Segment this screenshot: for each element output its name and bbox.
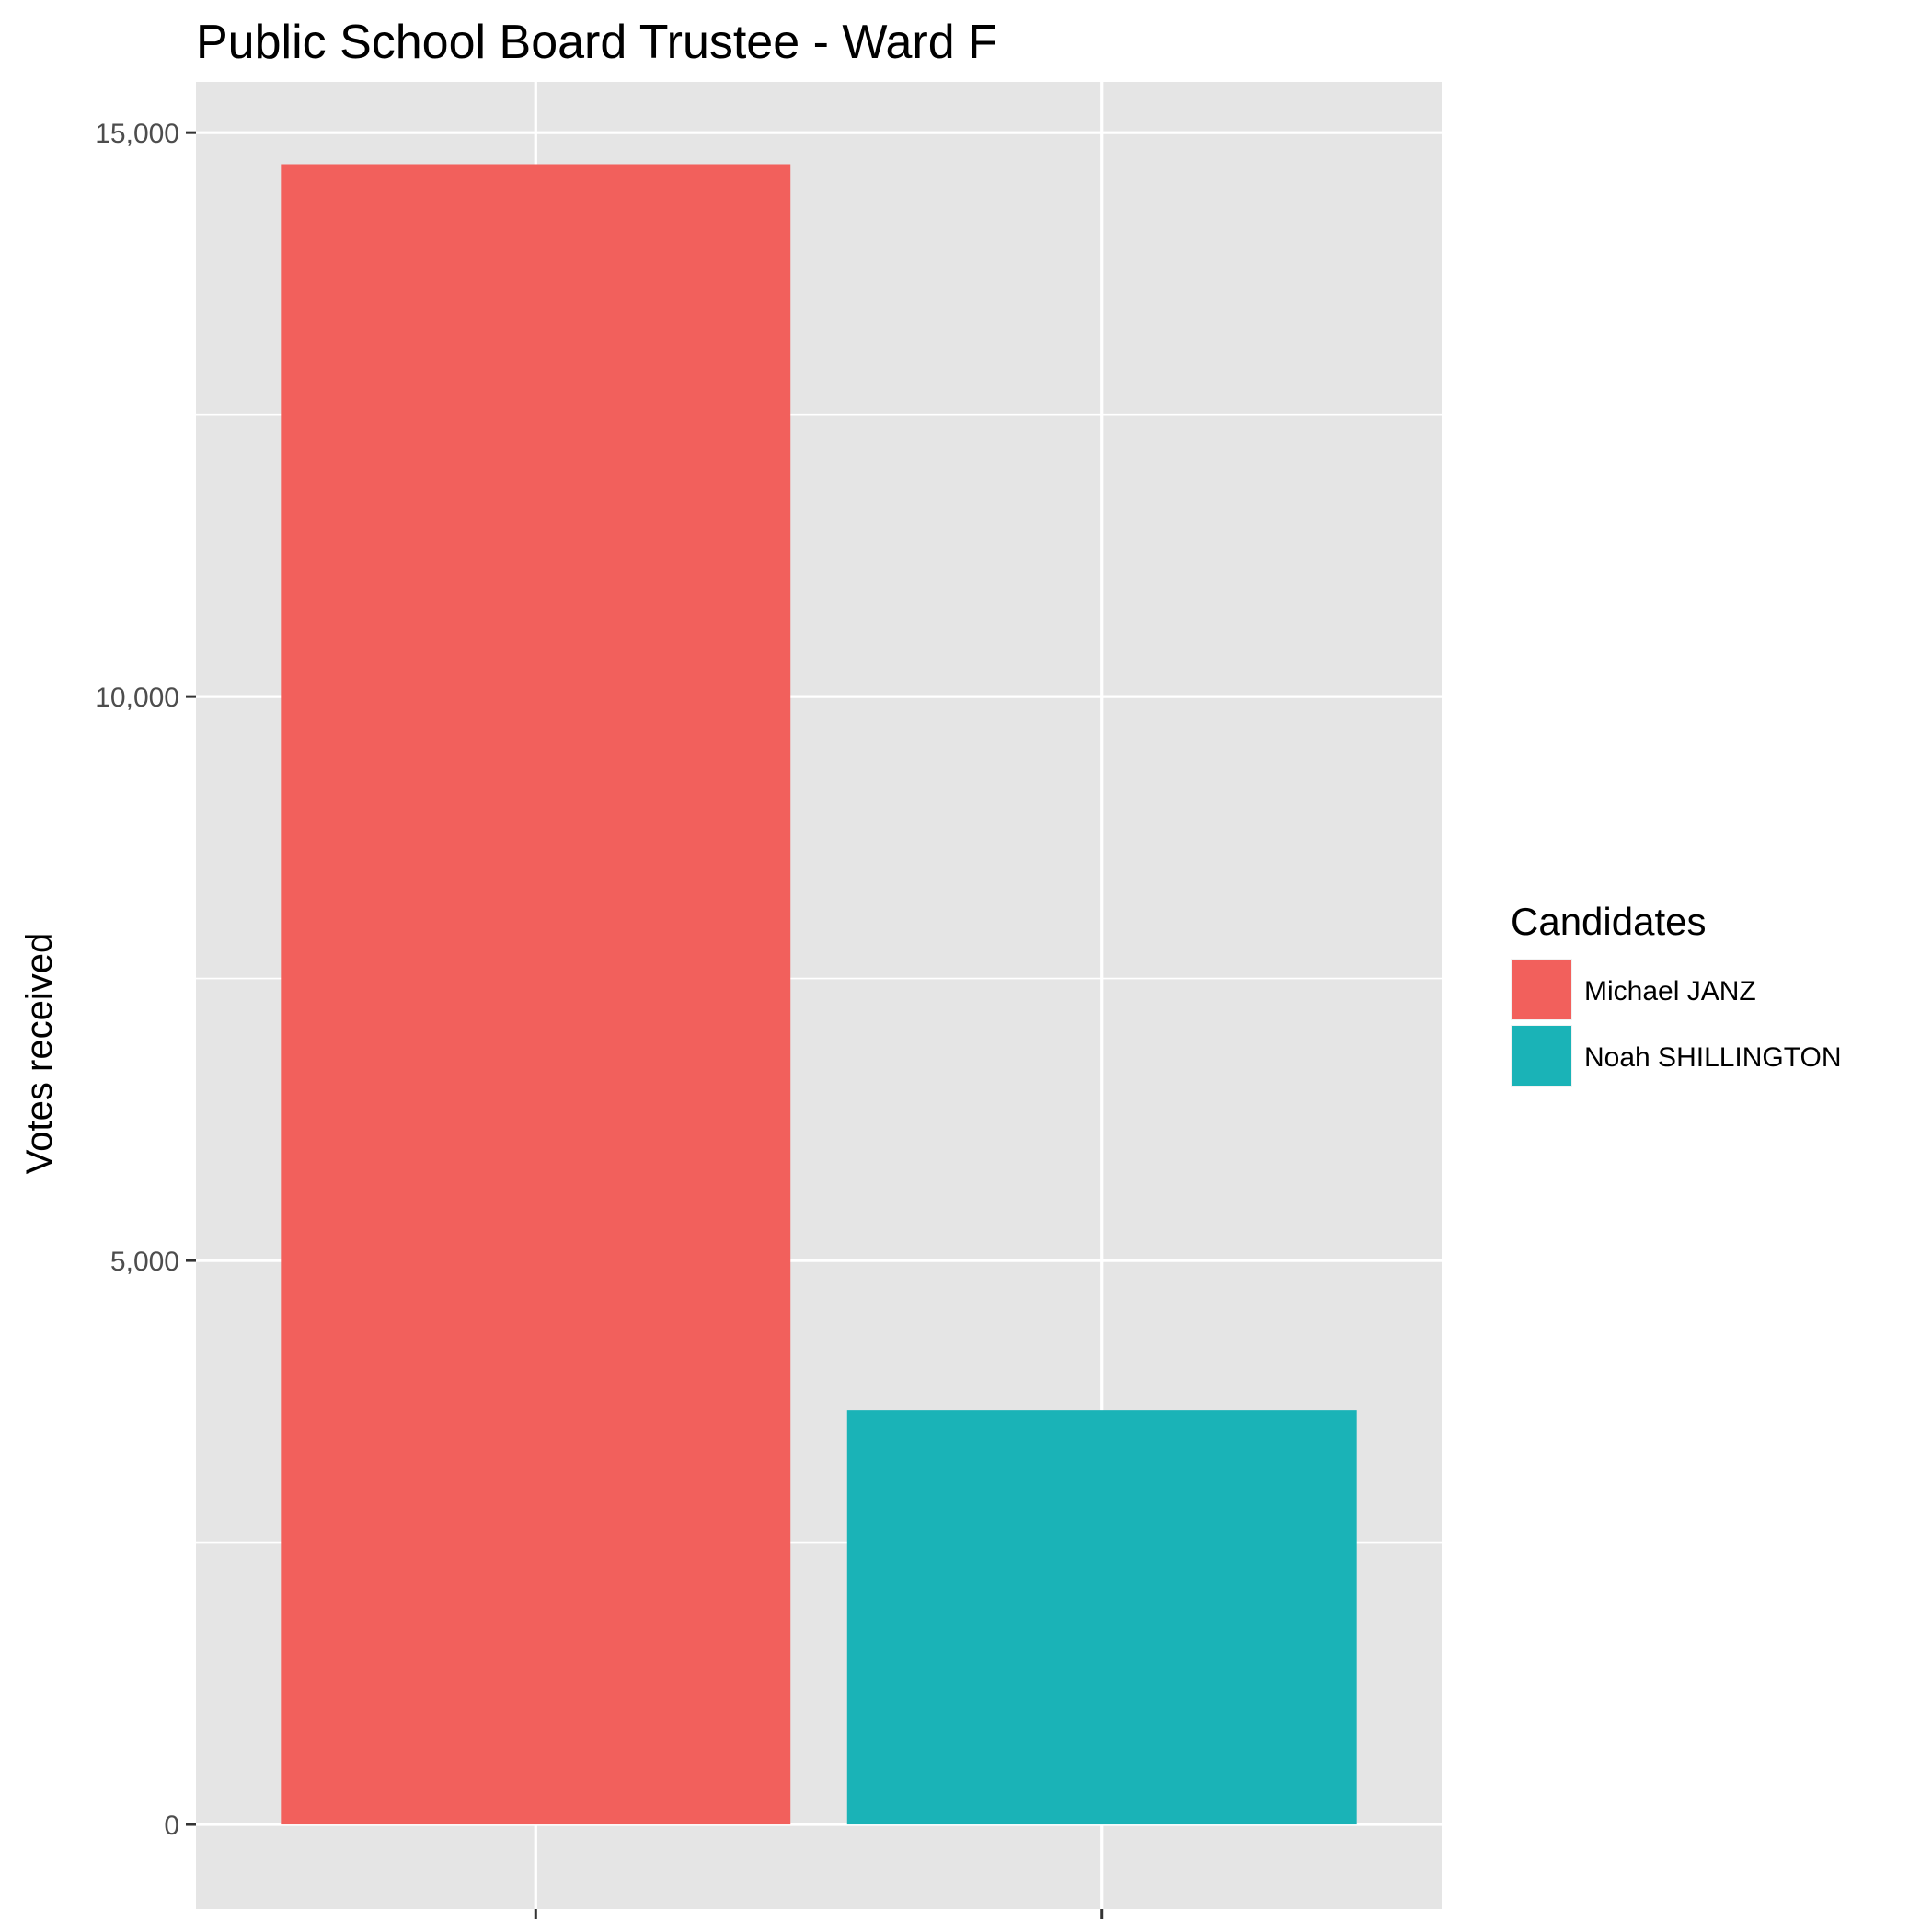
bar — [846, 1410, 1357, 1825]
legend-label: Noah SHILLINGTON — [1584, 1042, 1842, 1073]
legend: Candidates Michael JANZ Noah SHILLINGTON — [1511, 900, 1842, 1087]
x-axis — [534, 1909, 1104, 1919]
bars — [281, 164, 1357, 1825]
y-axis: 0 5,000 10,000 15,000 — [95, 119, 196, 1841]
legend-label: Michael JANZ — [1584, 976, 1756, 1006]
legend-title: Candidates — [1511, 900, 1706, 943]
y-axis-title: Votes received — [19, 933, 60, 1174]
y-tick-label: 10,000 — [95, 683, 179, 713]
bar — [281, 164, 791, 1825]
y-tick-label: 5,000 — [110, 1247, 179, 1277]
chart-title: Public School Board Trustee - Ward F — [196, 16, 997, 69]
y-tick-label: 15,000 — [95, 119, 179, 149]
legend-swatch — [1512, 1026, 1571, 1086]
legend-entries: Michael JANZ Noah SHILLINGTON — [1511, 959, 1842, 1087]
y-tick-label: 0 — [164, 1811, 179, 1841]
legend-swatch — [1512, 960, 1571, 1019]
